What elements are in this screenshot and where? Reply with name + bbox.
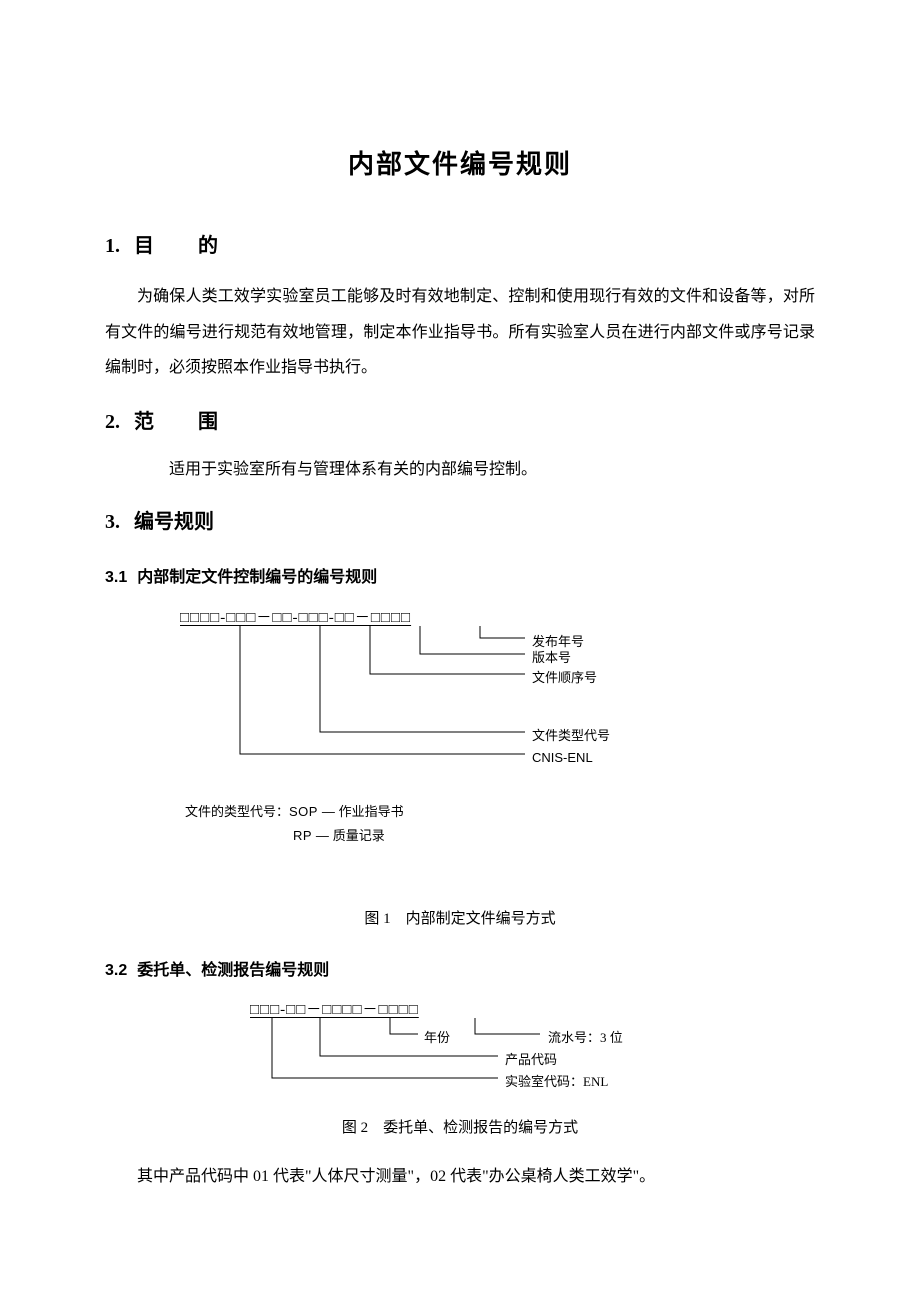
heading-text: 范 围 [134, 411, 230, 433]
note-text-rp: 质量记录 [329, 828, 384, 843]
heading-text: 委托单、检测报告编号规则 [137, 962, 329, 979]
heading-2-internal: 3.1 内部制定文件控制编号的编号规则 [105, 563, 815, 593]
note-prefix: 文件的类型代号： [185, 804, 289, 819]
heading-number: 3.1 [105, 569, 127, 586]
figure-1-caption: 图 1 内部制定文件编号方式 [105, 905, 815, 934]
type-code-notes: 文件的类型代号：SOP — 作业指导书 RP — 质量记录 [185, 800, 815, 849]
document-title: 内部文件编号规则 [105, 140, 815, 189]
heading-1-purpose: 1. 目 的 [105, 227, 815, 265]
figure-2-caption: 图 2 委托单、检测报告的编号方式 [105, 1114, 815, 1143]
heading-number: 3.2 [105, 962, 127, 979]
diagram-internal-numbering: □□□□-□□□－□□-□□□-□□－□□□□ 发布年号 版本号 文件顺序号 文… [180, 608, 815, 780]
paragraph-purpose: 为确保人类工效学实验室员工能够及时有效地制定、控制和使用现行有效的文件和设备等，… [105, 279, 815, 385]
heading-text: 目 的 [134, 235, 230, 257]
note-code-rp: RP — [293, 828, 329, 843]
heading-text: 编号规则 [134, 511, 214, 533]
heading-1-rules: 3. 编号规则 [105, 503, 815, 541]
note-text-sop: 作业指导书 [335, 804, 403, 819]
diagram-report-numbering: □□□-□□－□□□□－□□□□ 年份 流水号：3 位 产品代码 实验室代码：E… [250, 1000, 815, 1100]
diagram-label-lab: 实验室代码：ENL [505, 1070, 608, 1095]
diagram-label-seq: 文件顺序号 [532, 666, 597, 691]
diagram-label-year2: 年份 [424, 1026, 450, 1051]
paragraph-scope: 适用于实验室所有与管理体系有关的内部编号控制。 [105, 455, 815, 485]
heading-text: 内部制定文件控制编号的编号规则 [137, 569, 377, 586]
heading-1-scope: 2. 范 围 [105, 403, 815, 441]
note-code-sop: SOP — [289, 804, 335, 819]
note-line-2: RP — 质量记录 [185, 824, 815, 849]
note-line-1: 文件的类型代号：SOP — 作业指导书 [185, 800, 815, 825]
diagram-label-serial: 流水号：3 位 [548, 1026, 623, 1051]
heading-number: 2. [105, 411, 120, 433]
diagram-label-product: 产品代码 [505, 1048, 557, 1073]
heading-2-report: 3.2 委托单、检测报告编号规则 [105, 956, 815, 986]
diagram-label-cnis: CNIS-ENL [532, 746, 593, 771]
heading-number: 1. [105, 235, 120, 257]
diagram-label-type: 文件类型代号 [532, 724, 610, 749]
paragraph-product-codes: 其中产品代码中 01 代表"人体尺寸测量"，02 代表"办公桌椅人类工效学"。 [105, 1161, 815, 1193]
heading-number: 3. [105, 511, 120, 533]
